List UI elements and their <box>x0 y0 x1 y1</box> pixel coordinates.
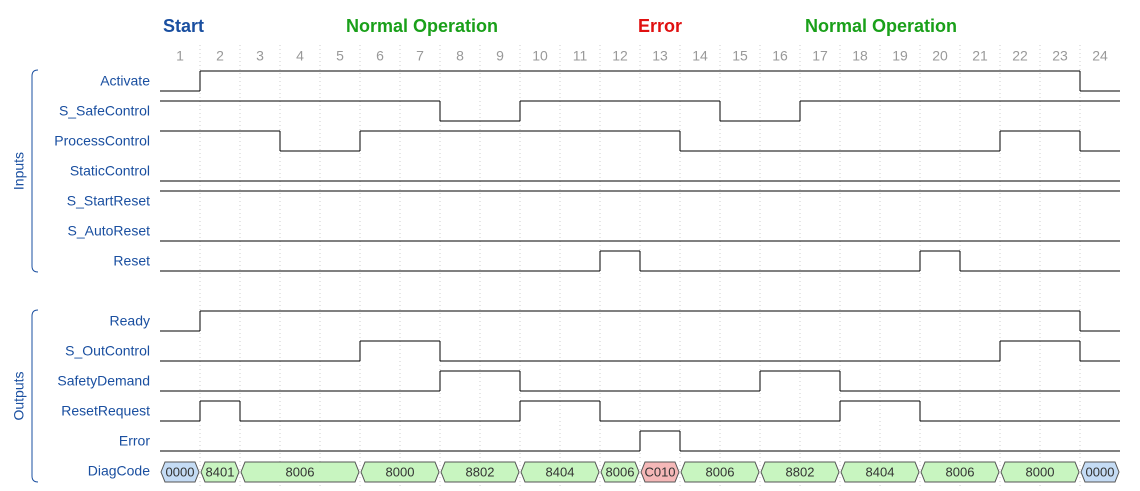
diag-code: 8006 <box>606 464 635 479</box>
signal-name: SafetyDemand <box>57 373 150 389</box>
step-number: 18 <box>852 48 868 64</box>
step-number: 20 <box>932 48 948 64</box>
step-number: 6 <box>376 48 384 64</box>
signal-name: Reset <box>113 253 150 269</box>
step-number: 17 <box>812 48 828 64</box>
diag-code: 8404 <box>546 464 575 479</box>
diag-segment <box>840 461 920 483</box>
step-number: 24 <box>1092 48 1108 64</box>
diag-code: 8401 <box>206 464 235 479</box>
step-number: 3 <box>256 48 264 64</box>
step-number: 14 <box>692 48 708 64</box>
signal-name: S_AutoReset <box>68 223 151 239</box>
signal-name: DiagCode <box>88 463 150 479</box>
diag-code: 8404 <box>866 464 895 479</box>
signal-name: StaticControl <box>70 163 150 179</box>
step-number: 1 <box>176 48 184 64</box>
signal-name: ProcessControl <box>54 133 150 149</box>
group-label: Outputs <box>11 371 27 420</box>
diag-segment <box>360 461 440 483</box>
step-number: 2 <box>216 48 224 64</box>
diag-segment <box>680 461 760 483</box>
diag-code: 8802 <box>786 464 815 479</box>
diag-segment <box>200 461 240 483</box>
diag-segment <box>520 461 600 483</box>
step-number: 13 <box>652 48 668 64</box>
phase-label: Normal Operation <box>805 16 957 36</box>
diag-code: 0000 <box>1086 464 1115 479</box>
signal-name: Error <box>119 433 150 449</box>
diag-segment <box>600 461 640 483</box>
diag-segment <box>760 461 840 483</box>
signal-name: S_SafeControl <box>59 103 150 119</box>
signal-name: S_StartReset <box>67 193 150 209</box>
step-number: 19 <box>892 48 908 64</box>
diag-segment <box>1000 461 1080 483</box>
diag-segment <box>440 461 520 483</box>
step-number: 23 <box>1052 48 1068 64</box>
phase-label: Start <box>163 16 204 36</box>
diag-segment <box>160 461 200 483</box>
diag-code: 8000 <box>1026 464 1055 479</box>
step-number: 5 <box>336 48 344 64</box>
signal-name: S_OutControl <box>65 343 150 359</box>
phase-label: Error <box>638 16 682 36</box>
step-number: 11 <box>573 48 588 64</box>
group-bracket <box>31 309 39 483</box>
diag-code: 0000 <box>166 464 195 479</box>
step-number: 15 <box>732 48 748 64</box>
signal-name: ResetRequest <box>61 403 150 419</box>
diag-segment <box>240 461 360 483</box>
step-number: 10 <box>532 48 548 64</box>
group-label: Inputs <box>11 152 27 190</box>
diag-code: 8802 <box>466 464 495 479</box>
diag-segment <box>1080 461 1120 483</box>
step-number: 21 <box>972 48 988 64</box>
step-number: 4 <box>296 48 304 64</box>
signal-name: Ready <box>110 313 150 329</box>
step-number: 16 <box>772 48 788 64</box>
phase-label: Normal Operation <box>346 16 498 36</box>
signal-name: Activate <box>100 73 150 89</box>
diag-code: 8006 <box>706 464 735 479</box>
diag-segment <box>640 461 680 483</box>
step-number: 9 <box>496 48 504 64</box>
diag-code: 8000 <box>386 464 415 479</box>
step-number: 22 <box>1012 48 1028 64</box>
diag-segment <box>920 461 1000 483</box>
diag-code: 8006 <box>286 464 315 479</box>
step-number: 8 <box>456 48 464 64</box>
step-number: 12 <box>612 48 628 64</box>
group-bracket <box>31 69 39 273</box>
diag-code: C010 <box>644 464 675 479</box>
step-number: 7 <box>416 48 424 64</box>
diag-code: 8006 <box>946 464 975 479</box>
